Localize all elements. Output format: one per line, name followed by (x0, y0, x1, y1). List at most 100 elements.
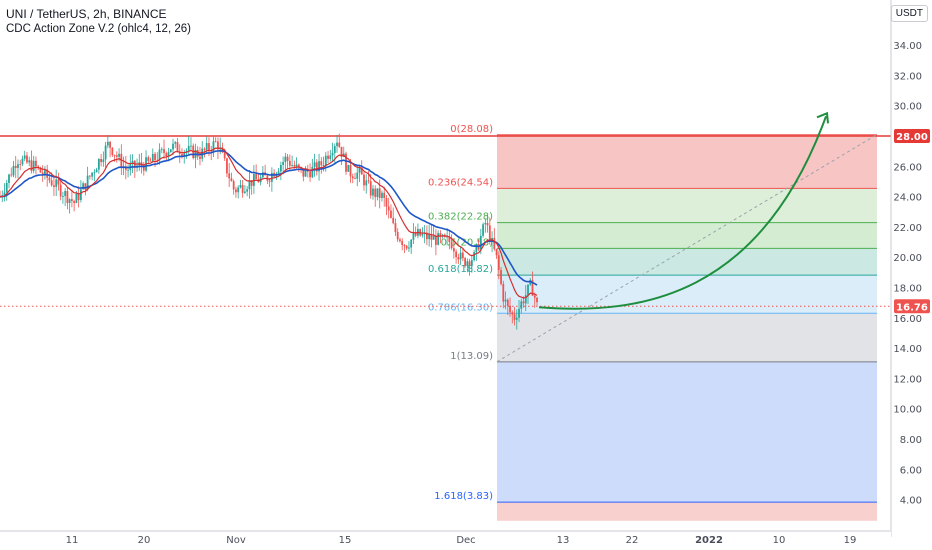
x-tick-label: 22 (626, 535, 639, 546)
fib-label-2: 0.382(22.28) (428, 212, 493, 223)
candle-body (212, 141, 215, 152)
candle-body (97, 158, 100, 170)
currency-button[interactable]: USDT (890, 5, 928, 22)
candle-body (374, 188, 377, 198)
candle-body (221, 147, 224, 153)
candle-body (401, 241, 404, 246)
candle-body (91, 172, 94, 177)
candle-body (181, 153, 183, 156)
candle-body (345, 153, 347, 172)
fib-label-5: 0.786(16.30) (428, 302, 493, 313)
candle-body (66, 190, 69, 204)
candle-body (86, 175, 89, 190)
symbol-title: UNI / TetherUS, 2h, BINANCE (6, 7, 167, 21)
candle-body (147, 157, 150, 161)
candle-body (169, 149, 172, 153)
y-tick-label: 4.00 (900, 496, 922, 507)
candle-body (41, 172, 44, 175)
x-axis: 11 20 Nov 15 Dec 13 22 2022 10 19 (0, 530, 891, 550)
candle-body (320, 161, 323, 166)
candle-body (403, 245, 406, 246)
candle-body (331, 152, 334, 156)
candle-body (241, 185, 244, 193)
candle-body (504, 299, 507, 302)
candle-body (291, 164, 293, 166)
candle-body (270, 172, 273, 182)
candle-body (75, 193, 78, 203)
candle-body (387, 206, 390, 211)
candle-body (500, 270, 502, 284)
candle-body (509, 305, 511, 313)
candle-body (127, 169, 129, 171)
candle-body (293, 164, 296, 167)
candle-body (486, 223, 489, 226)
candle-body (255, 174, 258, 180)
candle-body (228, 173, 231, 179)
candle-body (111, 147, 114, 155)
candle-body (524, 295, 527, 304)
candle-body (495, 248, 498, 256)
candle-body (230, 178, 233, 182)
candle-body (396, 232, 399, 240)
indicator-legend[interactable]: CDC Action Zone V.2 (ohlc4, 12, 26) (6, 23, 191, 35)
candle-body (70, 199, 73, 202)
candle-body (10, 174, 13, 176)
candle-body (3, 192, 6, 196)
candle-body (315, 162, 318, 172)
candle-body (104, 145, 107, 160)
candle-body (14, 165, 17, 168)
candle-body (277, 171, 280, 174)
candle-body (12, 165, 15, 176)
candle-body (248, 180, 251, 190)
ema-fast-line (0, 147, 538, 299)
candle-body (392, 217, 395, 224)
candle-body (62, 196, 64, 197)
x-tick-label: 10 (773, 535, 786, 546)
candle-body (151, 153, 154, 162)
candle-body (235, 189, 237, 193)
y-tick-label: 32.00 (893, 71, 922, 82)
candles (0, 133, 538, 330)
candle-body (163, 149, 165, 154)
candle-body (214, 141, 217, 143)
candle-body (95, 169, 98, 173)
candle-body (223, 152, 226, 159)
y-tick-label: 8.00 (900, 435, 922, 446)
candle-body (527, 284, 529, 296)
fib-label-0: 0(28.08) (450, 124, 493, 135)
candle-body (156, 160, 159, 161)
candle-body (44, 169, 46, 175)
last-price-label: 16.76 (896, 302, 928, 313)
candle-body (199, 156, 201, 159)
x-tick-label: 19 (844, 535, 857, 546)
candle-body (479, 235, 482, 250)
candle-body (385, 198, 388, 207)
fib-zone-1 (497, 188, 877, 223)
candle-body (286, 156, 289, 161)
candle-body (196, 149, 199, 157)
y-tick-label: 26.00 (893, 162, 922, 173)
candle-body (268, 180, 271, 182)
candle-body (484, 223, 487, 225)
candle-body (360, 167, 363, 175)
candle-body (437, 233, 440, 245)
candle-body (367, 180, 370, 182)
candle-body (158, 149, 161, 161)
candle-body (439, 233, 442, 237)
candle-body (513, 314, 516, 320)
candle-body (383, 192, 386, 199)
candle-body (446, 236, 449, 238)
resistance-price-label: 28.00 (896, 132, 928, 143)
candle-body (185, 150, 188, 153)
candle-body (327, 155, 329, 159)
candle-body (53, 185, 55, 187)
candle-body (115, 155, 118, 157)
x-tick-label: 20 (138, 535, 151, 546)
candle-body (288, 160, 291, 166)
candle-body (295, 164, 298, 167)
candle-body (149, 160, 152, 162)
candle-body (77, 193, 80, 201)
fib-label-4: 0.618(18.82) (428, 264, 493, 275)
candle-body (297, 164, 300, 168)
